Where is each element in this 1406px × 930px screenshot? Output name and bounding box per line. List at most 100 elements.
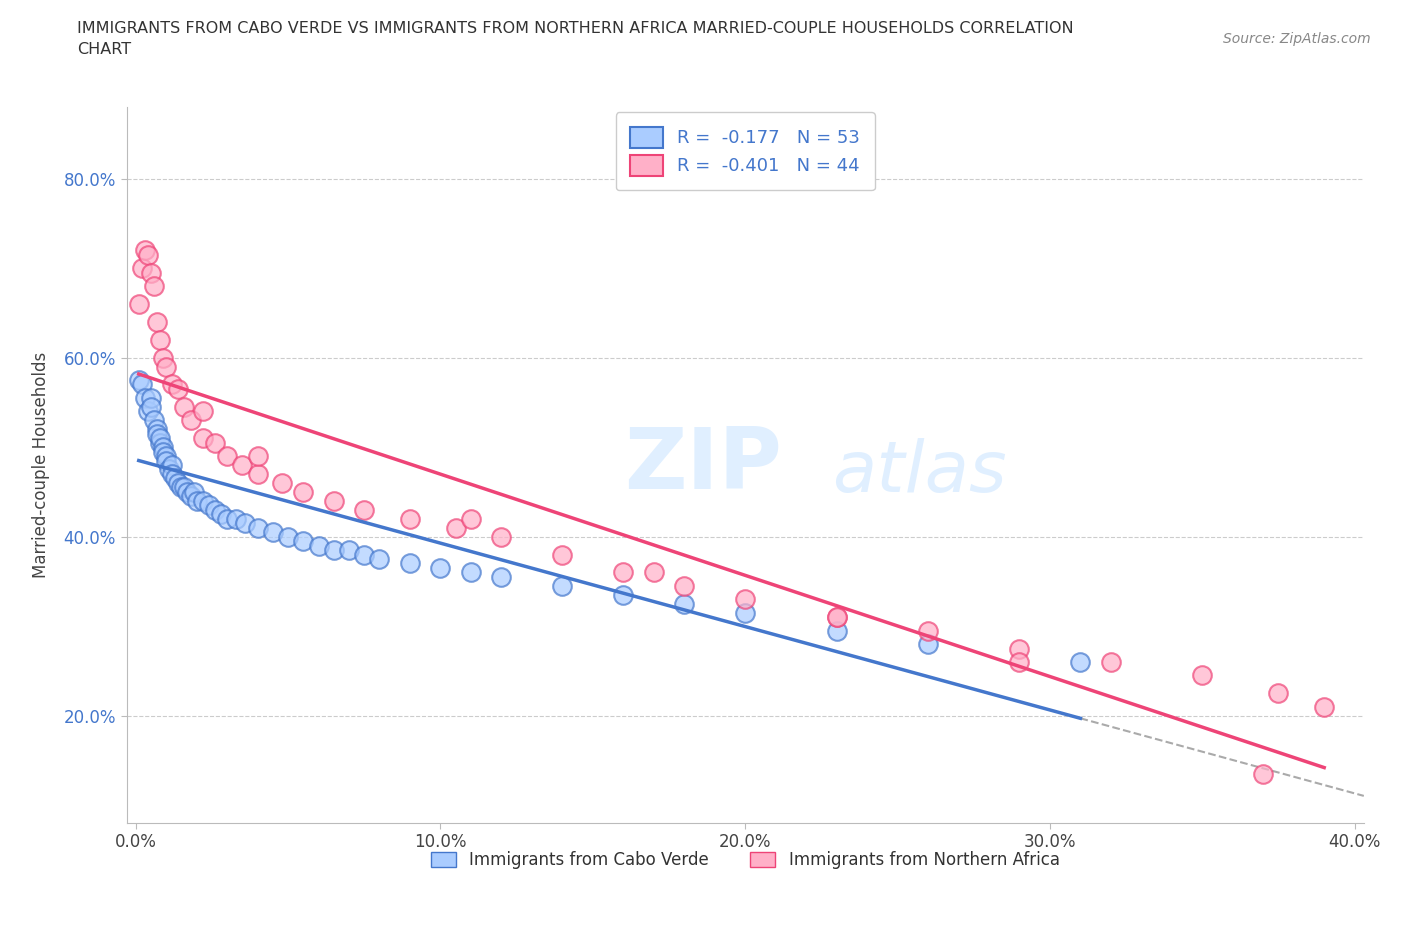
Point bbox=[734, 591, 756, 606]
Point bbox=[399, 512, 422, 526]
Point bbox=[191, 493, 214, 508]
Point bbox=[1313, 699, 1336, 714]
Point bbox=[246, 448, 269, 463]
Point bbox=[152, 440, 174, 455]
Point bbox=[673, 596, 696, 611]
Point bbox=[139, 399, 162, 414]
Point bbox=[186, 493, 208, 508]
Text: ZIP: ZIP bbox=[624, 423, 782, 507]
Point bbox=[368, 551, 391, 566]
Point bbox=[460, 512, 482, 526]
Point bbox=[167, 381, 190, 396]
Point bbox=[612, 565, 634, 580]
Text: IMMIGRANTS FROM CABO VERDE VS IMMIGRANTS FROM NORTHERN AFRICA MARRIED-COUPLE HOU: IMMIGRANTS FROM CABO VERDE VS IMMIGRANTS… bbox=[77, 21, 1074, 36]
Point bbox=[231, 458, 253, 472]
Point bbox=[1099, 655, 1122, 670]
Point bbox=[277, 529, 299, 544]
Point bbox=[643, 565, 665, 580]
Point bbox=[734, 605, 756, 620]
Point bbox=[1008, 655, 1031, 670]
Point bbox=[149, 435, 172, 450]
Point bbox=[191, 431, 214, 445]
Point bbox=[128, 297, 150, 312]
Point bbox=[217, 448, 239, 463]
Text: Source: ZipAtlas.com: Source: ZipAtlas.com bbox=[1223, 32, 1371, 46]
Point bbox=[143, 413, 166, 428]
Point bbox=[173, 480, 195, 495]
Point bbox=[217, 512, 239, 526]
Point bbox=[139, 391, 162, 405]
Point bbox=[292, 534, 315, 549]
Point bbox=[673, 578, 696, 593]
Point bbox=[170, 480, 193, 495]
Point bbox=[134, 243, 156, 258]
Legend: Immigrants from Cabo Verde, Immigrants from Northern Africa: Immigrants from Cabo Verde, Immigrants f… bbox=[425, 844, 1066, 875]
Point bbox=[551, 547, 574, 562]
Point bbox=[825, 610, 848, 625]
Point bbox=[146, 422, 169, 437]
Point bbox=[198, 498, 221, 512]
Point bbox=[155, 453, 177, 468]
Point bbox=[235, 516, 257, 531]
Point bbox=[322, 493, 344, 508]
Point bbox=[149, 332, 172, 347]
Point bbox=[353, 502, 375, 517]
Point bbox=[155, 359, 177, 374]
Point bbox=[143, 279, 166, 294]
Point bbox=[246, 520, 269, 535]
Point bbox=[139, 265, 162, 280]
Point bbox=[146, 426, 169, 441]
Point bbox=[204, 502, 226, 517]
Point bbox=[191, 404, 214, 418]
Point bbox=[131, 260, 153, 275]
Point bbox=[162, 377, 184, 392]
Point bbox=[149, 431, 172, 445]
Point bbox=[176, 485, 198, 499]
Point bbox=[167, 475, 190, 490]
Point bbox=[444, 520, 467, 535]
Point bbox=[460, 565, 482, 580]
Point bbox=[134, 391, 156, 405]
Point bbox=[1251, 766, 1274, 781]
Point bbox=[152, 445, 174, 459]
Point bbox=[162, 458, 184, 472]
Y-axis label: Married-couple Households: Married-couple Households bbox=[32, 352, 49, 578]
Point bbox=[155, 448, 177, 463]
Point bbox=[825, 610, 848, 625]
Point bbox=[146, 314, 169, 329]
Point bbox=[1008, 641, 1031, 656]
Point bbox=[1069, 655, 1091, 670]
Point bbox=[1191, 668, 1213, 683]
Point bbox=[152, 351, 174, 365]
Point bbox=[271, 475, 294, 490]
Point bbox=[825, 623, 848, 638]
Point bbox=[128, 373, 150, 388]
Point bbox=[165, 471, 187, 485]
Point bbox=[136, 247, 159, 262]
Point bbox=[180, 413, 202, 428]
Point bbox=[399, 556, 422, 571]
Point bbox=[204, 435, 226, 450]
Point bbox=[180, 489, 202, 504]
Point bbox=[308, 538, 330, 553]
Point bbox=[322, 542, 344, 557]
Point bbox=[136, 404, 159, 418]
Point bbox=[917, 637, 939, 652]
Point bbox=[429, 561, 451, 576]
Point bbox=[262, 525, 284, 539]
Point bbox=[183, 485, 205, 499]
Point bbox=[491, 529, 513, 544]
Point bbox=[917, 623, 939, 638]
Point bbox=[246, 467, 269, 482]
Point bbox=[337, 542, 360, 557]
Point bbox=[162, 467, 184, 482]
Text: atlas: atlas bbox=[832, 438, 1007, 507]
Text: CHART: CHART bbox=[77, 42, 131, 57]
Point bbox=[131, 377, 153, 392]
Point bbox=[292, 485, 315, 499]
Point bbox=[173, 399, 195, 414]
Point bbox=[491, 569, 513, 584]
Point bbox=[1267, 685, 1289, 700]
Point bbox=[353, 547, 375, 562]
Point bbox=[209, 507, 232, 522]
